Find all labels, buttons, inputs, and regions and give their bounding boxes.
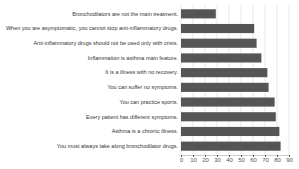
chart: You must always take along bronchodilato… xyxy=(0,0,299,169)
x-axis: 0 10 20 30 40 50 60 70 80 90 xyxy=(180,155,294,163)
x-tick-label: 10 xyxy=(190,157,197,163)
x-axis-line xyxy=(182,155,290,156)
bar xyxy=(181,127,279,136)
y-tick-label: Asthma is a chronic illness. xyxy=(112,128,179,134)
bar xyxy=(181,142,281,151)
x-tick: 20 xyxy=(202,155,209,163)
bar xyxy=(181,112,276,121)
y-tick-label: You can suffer no symptoms. xyxy=(107,84,178,90)
y-tick: Inflammation is asthma main feature. xyxy=(88,55,179,61)
x-tick-label: 40 xyxy=(226,157,233,163)
y-tick: Bronchodilators are not the main treatme… xyxy=(72,11,178,17)
y-tick-label: When you are asymptomatic, you cannot st… xyxy=(6,25,179,31)
y-tick: Anti-inflammatory drugs should not be us… xyxy=(33,40,178,46)
x-tick: 0 xyxy=(180,155,184,163)
bar xyxy=(181,9,216,18)
bar xyxy=(181,83,269,92)
x-tick-label: 30 xyxy=(214,157,221,163)
y-axis: You must always take along bronchodilato… xyxy=(6,11,179,149)
grid xyxy=(181,5,289,155)
y-tick: You must always take along bronchodilato… xyxy=(57,143,179,149)
y-tick-label: Inflammation is asthma main feature. xyxy=(88,55,179,61)
y-tick: When you are asymptomatic, you cannot st… xyxy=(6,25,179,31)
y-tick-label: Bronchodilators are not the main treatme… xyxy=(72,11,178,17)
x-tick: 40 xyxy=(226,155,233,163)
bar xyxy=(181,24,254,33)
y-tick-label: You can practice sports. xyxy=(120,99,179,105)
x-tick-label: 20 xyxy=(202,157,209,163)
y-tick-label: You must always take along bronchodilato… xyxy=(57,143,179,149)
y-tick: You can suffer no symptoms. xyxy=(107,84,178,90)
x-tick-label: 50 xyxy=(238,157,245,163)
bar xyxy=(181,68,267,77)
grid-line xyxy=(289,5,290,155)
x-tick-label: 80 xyxy=(274,157,281,163)
x-tick: 60 xyxy=(250,155,257,163)
x-tick: 70 xyxy=(262,155,269,163)
x-tick-label: 0 xyxy=(180,157,184,163)
x-tick-label: 60 xyxy=(250,157,257,163)
x-tick: 80 xyxy=(274,155,281,163)
y-tick-label: Anti-inflammatory drugs should not be us… xyxy=(33,40,178,46)
x-tick: 30 xyxy=(214,155,221,163)
y-tick: It is a illness with no recovery. xyxy=(105,69,178,75)
x-tick: 10 xyxy=(190,155,197,163)
x-tick-label: 90 xyxy=(286,157,293,163)
x-tick: 50 xyxy=(238,155,245,163)
x-tick-label: 70 xyxy=(262,157,269,163)
y-tick-label: It is a illness with no recovery. xyxy=(105,69,178,75)
bar xyxy=(181,98,275,107)
y-tick: Asthma is a chronic illness. xyxy=(112,128,179,134)
x-tick: 90 xyxy=(286,155,293,163)
bar xyxy=(181,39,257,48)
bars xyxy=(181,9,281,150)
y-tick-label: Every patient has different symptoms. xyxy=(86,114,178,120)
y-tick: You can practice sports. xyxy=(120,99,179,105)
y-tick: Every patient has different symptoms. xyxy=(86,114,178,120)
bar xyxy=(181,53,261,62)
